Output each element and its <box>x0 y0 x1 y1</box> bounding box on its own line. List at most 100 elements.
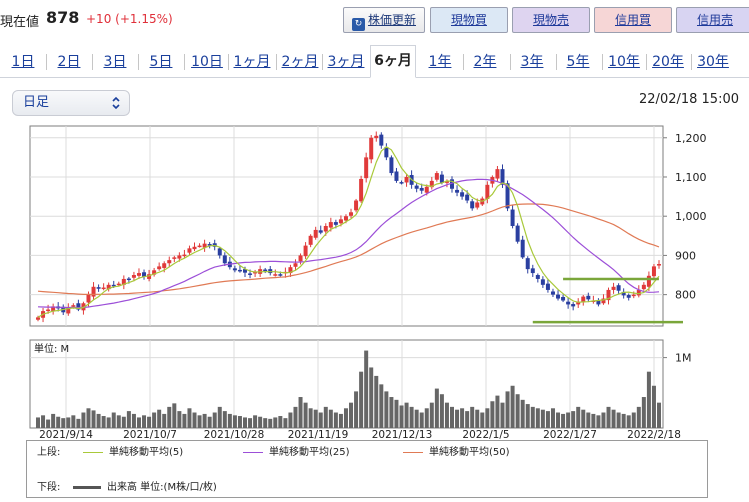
period-tab[interactable]: 30年 <box>697 54 729 70</box>
candle-body <box>515 225 520 242</box>
volume-bar <box>343 408 348 428</box>
volume-bar <box>202 413 207 428</box>
candle-body <box>349 212 354 216</box>
candle-body <box>384 147 389 158</box>
legend-upper-label: 上段: <box>37 447 61 458</box>
period-tab[interactable]: 2ヶ月 <box>281 54 319 70</box>
volume-bar <box>500 402 505 428</box>
candle-body <box>243 269 247 273</box>
period-tab[interactable]: 10日 <box>191 54 223 70</box>
volume-bar <box>399 405 404 428</box>
candle-body <box>626 295 631 298</box>
volume-bar <box>126 411 131 428</box>
candle-body <box>303 245 308 257</box>
margin-sell-button[interactable]: 信用売 <box>676 7 749 33</box>
candle-body <box>389 157 394 174</box>
price-tick-label: 900 <box>675 249 696 262</box>
volume-bar <box>510 385 515 428</box>
volume-bar <box>591 413 596 428</box>
quote-header: 現在値 878 +10 (+1.15%) ↻ 株価更新 現物買 現物売 信用買 信… <box>0 0 749 40</box>
refresh-price-button[interactable]: ↻ 株価更新 <box>343 7 425 33</box>
candle-body <box>586 295 591 300</box>
candle-body <box>253 271 258 274</box>
candle-body <box>419 187 424 191</box>
volume-bar <box>465 411 470 428</box>
volume-bar <box>162 413 167 428</box>
period-tab[interactable]: 1ヶ月 <box>233 54 271 70</box>
cash-buy-button[interactable]: 現物買 <box>430 7 508 33</box>
candle-body <box>354 200 359 211</box>
period-tab[interactable]: 3年 <box>520 54 544 70</box>
candle-body <box>550 291 555 295</box>
volume-bar <box>455 409 460 428</box>
period-tab[interactable]: 2日 <box>57 54 81 70</box>
volume-bar <box>338 413 343 428</box>
candle-body <box>540 279 545 285</box>
volume-bar <box>222 411 227 428</box>
volume-bar <box>237 416 242 428</box>
volume-bar <box>520 399 525 428</box>
volume-bar <box>187 408 192 428</box>
period-tab[interactable]: 10年 <box>608 54 640 70</box>
legend-ma50-label: 単純移動平均(50) <box>429 447 510 458</box>
volume-bar <box>303 402 308 428</box>
margin-buy-button[interactable]: 信用買 <box>594 7 672 33</box>
x-axis-label: 2021/10/7 <box>123 429 177 440</box>
volume-bar <box>288 412 293 428</box>
cash-buy-label: 現物買 <box>450 13 487 27</box>
volume-bar <box>121 416 126 428</box>
period-separator <box>602 54 603 70</box>
period-separator <box>510 54 511 70</box>
candle-body <box>36 317 40 320</box>
volume-bar <box>550 408 555 428</box>
candle-body <box>182 254 187 257</box>
price-tick-label: 1,100 <box>675 171 707 184</box>
volume-bar <box>86 408 91 428</box>
period-tab[interactable]: 3ヶ月 <box>327 54 365 70</box>
price-tick-label: 1,200 <box>675 132 707 145</box>
candle-body <box>475 202 480 208</box>
candle-body <box>136 273 141 276</box>
volume-bar <box>641 397 646 428</box>
volume-bar <box>298 397 303 428</box>
period-tab[interactable]: 5日 <box>149 54 173 70</box>
interval-select[interactable]: 日足 <box>12 90 130 116</box>
candle-body <box>162 263 167 268</box>
cash-sell-button[interactable]: 現物売 <box>512 7 590 33</box>
volume-bar <box>328 409 333 428</box>
candle-body <box>444 180 449 183</box>
period-tab[interactable]: 5年 <box>566 54 590 70</box>
candle-body <box>293 263 298 267</box>
period-tab[interactable]: 1日 <box>11 54 35 70</box>
margin-buy-label: 信用買 <box>614 13 651 27</box>
period-tab[interactable]: 2年 <box>473 54 497 70</box>
period-separator <box>228 54 229 70</box>
current-price: 878 <box>46 8 80 27</box>
volume-bar <box>389 397 394 428</box>
margin-sell-label: 信用売 <box>696 13 733 27</box>
period-tabs: 1日 2日 3日 5日 10日 1ヶ月 2ヶ月 3ヶ月 6ヶ月 1年 2年 3年 5年 10年 20年 30年 <box>0 45 749 78</box>
candle-body <box>505 183 510 209</box>
volume-bar <box>177 411 182 428</box>
volume-bar <box>470 406 475 428</box>
candle-body <box>359 178 364 202</box>
legend-upper-row: 上段: 単純移動平均(5) 単純移動平均(25) 単純移動平均(50) <box>27 446 707 460</box>
period-tab[interactable]: 3日 <box>103 54 127 70</box>
candle-body <box>556 294 561 299</box>
candle-body <box>646 275 651 287</box>
period-tab[interactable]: 1年 <box>428 54 452 70</box>
volume-bar <box>439 394 444 428</box>
period-tab[interactable]: 6ヶ月 <box>370 45 416 78</box>
period-tab[interactable]: 20年 <box>652 54 684 70</box>
ma50-line <box>37 203 660 295</box>
candle-body <box>561 296 566 301</box>
volume-bar <box>475 409 480 428</box>
volume-bar <box>414 409 419 428</box>
volume-bar <box>525 404 530 428</box>
candle-body <box>237 269 242 272</box>
candle-body <box>222 255 227 264</box>
candle-body <box>414 185 419 189</box>
candle-body <box>288 267 293 274</box>
period-separator <box>322 54 323 70</box>
volume-bar <box>207 416 212 428</box>
